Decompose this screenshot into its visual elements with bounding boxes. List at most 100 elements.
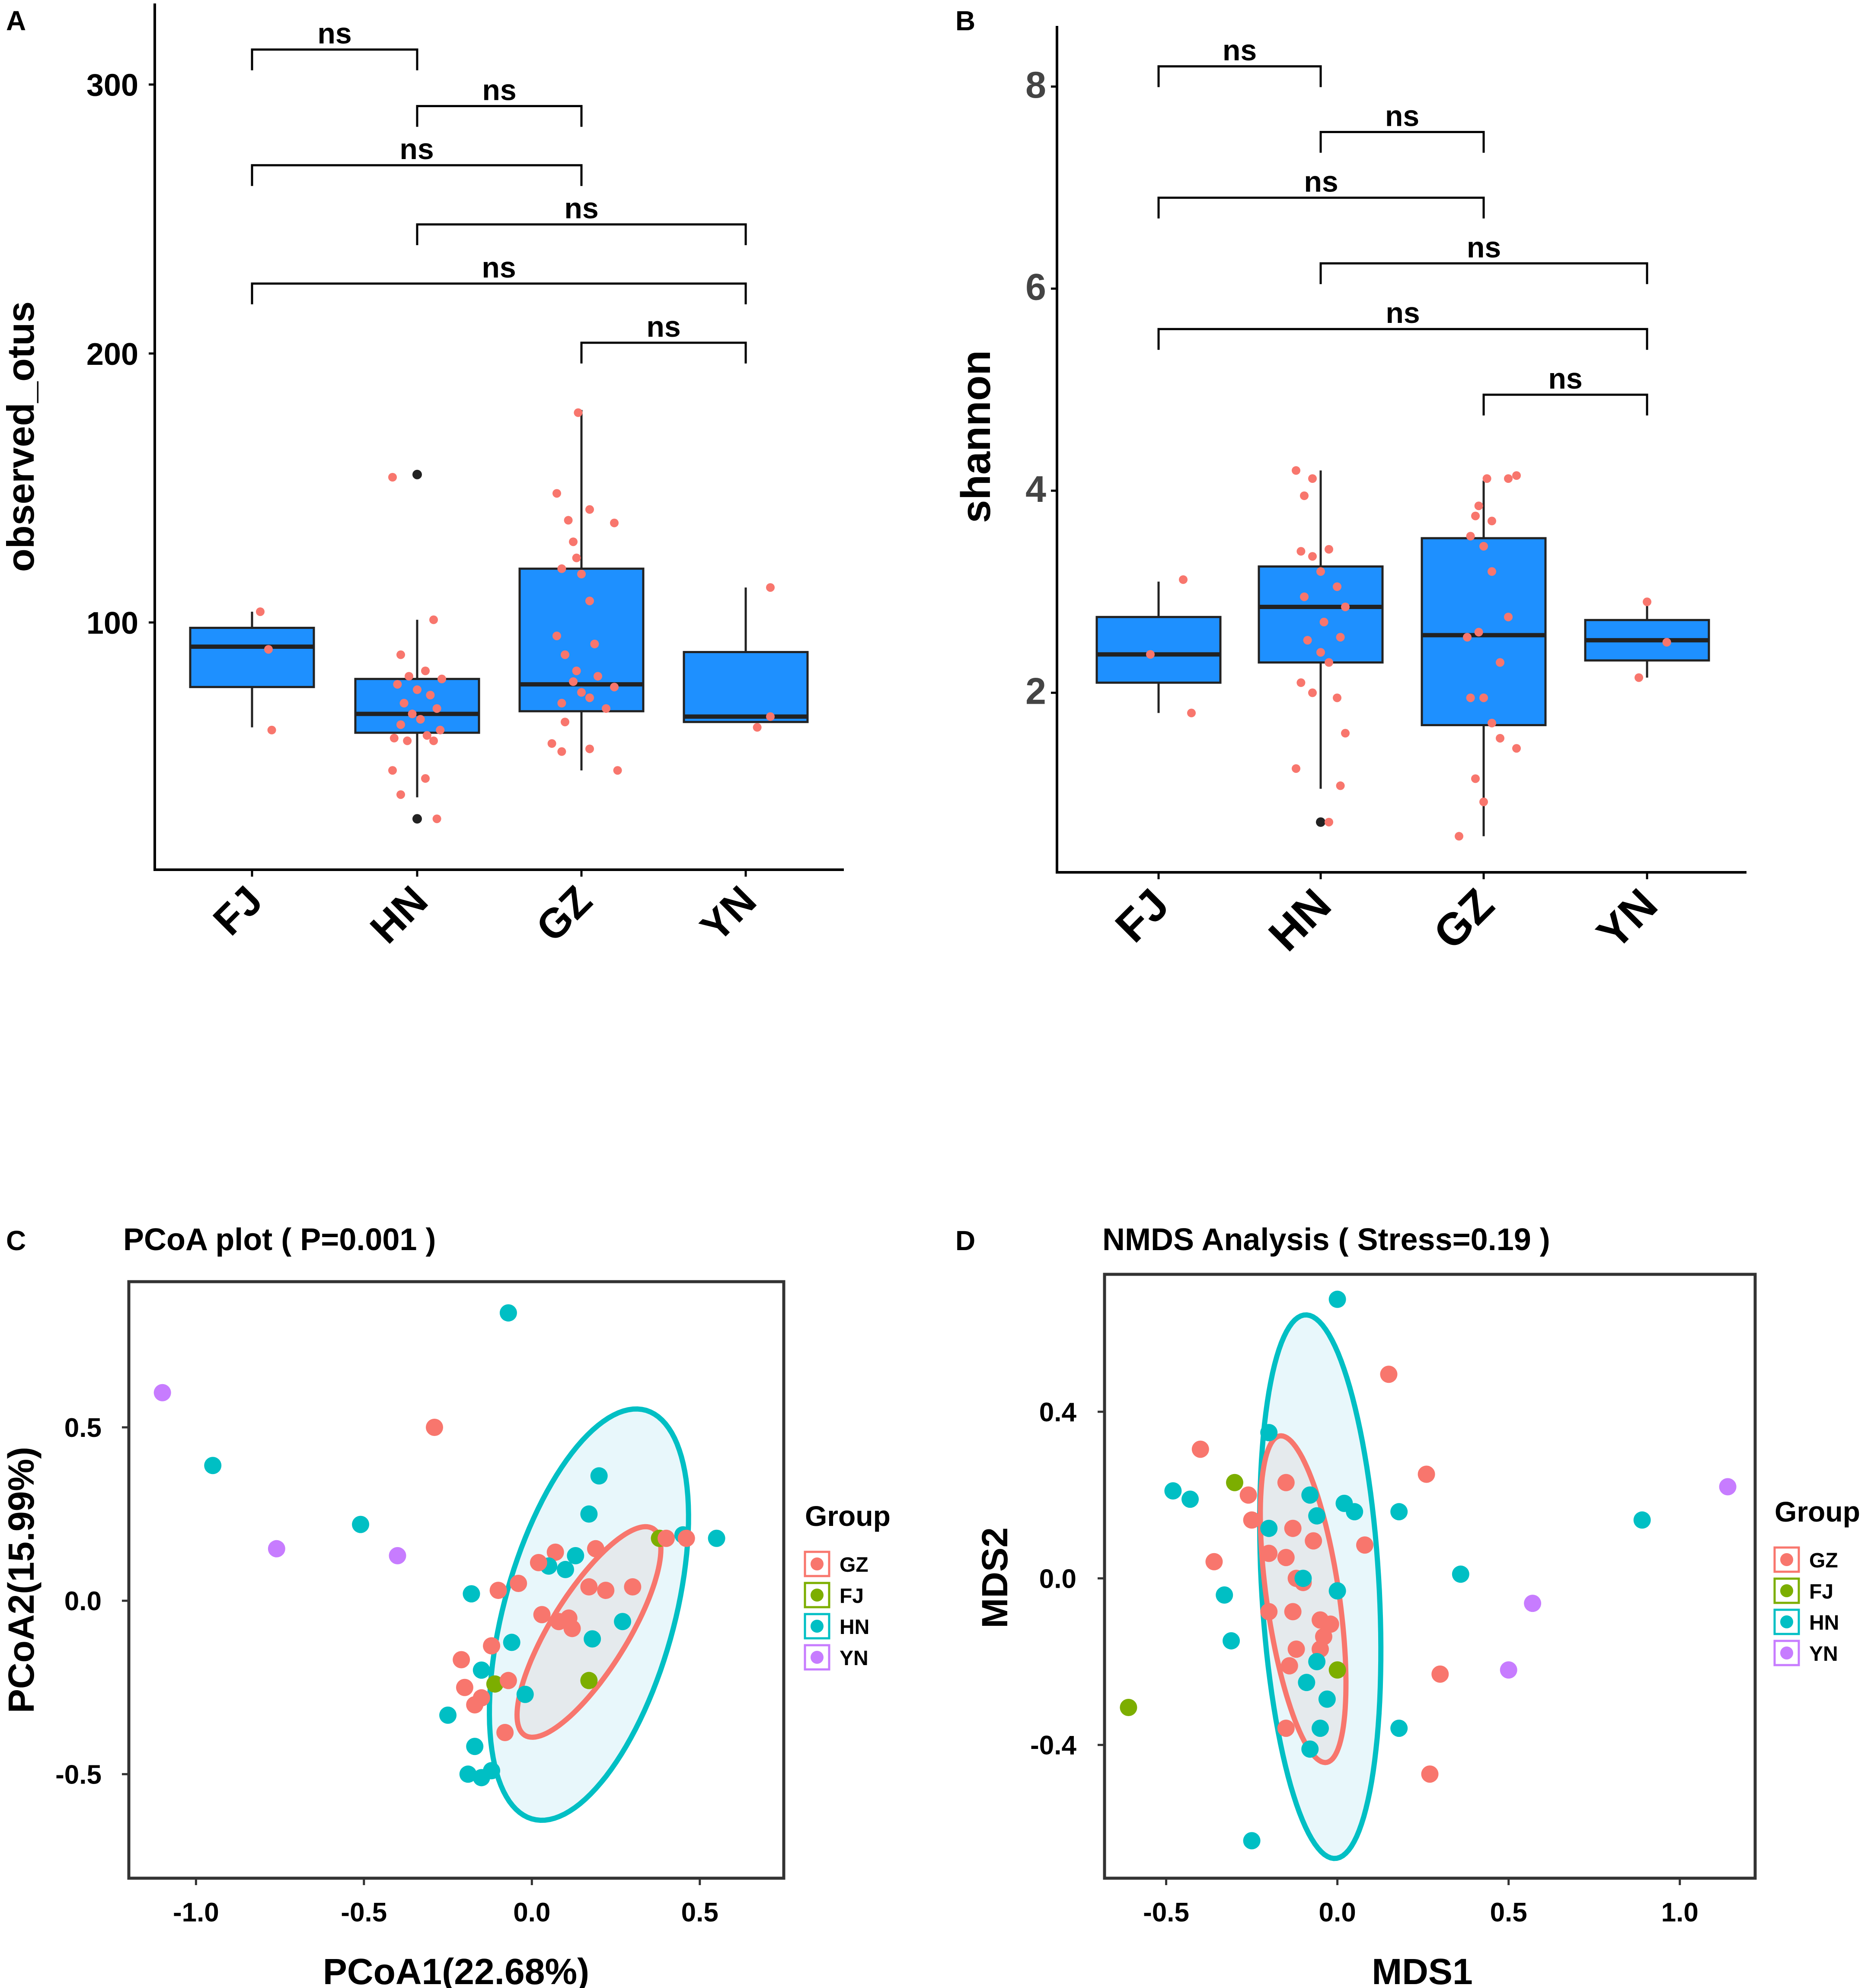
sample-point-HN — [567, 1547, 584, 1564]
sample-point-FJ — [1328, 1661, 1346, 1679]
jitter-point — [766, 712, 775, 721]
jitter-point — [429, 615, 438, 624]
significance-label: ns — [1548, 362, 1582, 395]
legend-item-FJ: FJ — [1773, 1577, 1833, 1604]
panel-c-y-label: PCoA2(15.99%) — [1, 1447, 42, 1713]
jitter-point — [590, 639, 599, 648]
legend-item-GZ: GZ — [804, 1551, 868, 1577]
sample-point-YN — [268, 1540, 285, 1557]
panel-b-letter: B — [955, 5, 975, 36]
sample-point-HN — [1633, 1511, 1651, 1529]
sample-point-HN — [1390, 1503, 1408, 1521]
jitter-point — [432, 814, 441, 823]
jitter-point — [585, 597, 594, 606]
sample-point-HN — [1301, 1740, 1319, 1758]
jitter-point — [436, 725, 445, 734]
sample-point-HN — [1216, 1586, 1233, 1604]
legend-swatch — [1780, 1647, 1793, 1659]
jitter-point — [1146, 650, 1155, 659]
sample-point-GZ — [658, 1529, 675, 1547]
sample-point-GZ — [489, 1582, 507, 1599]
sample-point-HN — [1164, 1482, 1182, 1500]
jitter-point — [388, 473, 397, 482]
jitter-point — [1474, 628, 1483, 637]
significance-bracket: ns — [580, 310, 747, 364]
y-tick-label: 8 — [1025, 64, 1046, 106]
legend-label: FJ — [1809, 1580, 1833, 1603]
sample-point-FJ — [1226, 1474, 1243, 1491]
jitter-point — [1325, 658, 1333, 667]
sample-point-GZ — [483, 1637, 501, 1655]
legend-label: FJ — [840, 1585, 864, 1608]
legend-swatch — [811, 1557, 824, 1570]
jitter-point — [572, 553, 581, 562]
panel-c-title: PCoA plot ( P=0.001 ) — [123, 1222, 436, 1257]
y-tick-label: 6 — [1025, 267, 1046, 308]
sample-point-HN — [1452, 1565, 1469, 1583]
legend-swatch — [1780, 1553, 1793, 1566]
jitter-point — [413, 685, 421, 694]
jitter-point — [1308, 552, 1317, 561]
legend-item-HN: HN — [1773, 1608, 1839, 1635]
sample-point-HN — [1318, 1690, 1336, 1708]
significance-label: ns — [482, 251, 516, 284]
sample-point-GZ — [456, 1678, 473, 1696]
x-tick-label: 0.0 — [1319, 1898, 1356, 1927]
box-YN — [1584, 600, 1710, 678]
jitter-point — [585, 744, 594, 753]
legend-label: GZ — [840, 1554, 868, 1576]
sample-point-GZ — [1191, 1440, 1209, 1458]
box-FJ — [189, 612, 315, 728]
jitter-point — [1296, 547, 1306, 556]
sample-point-HN — [1328, 1290, 1346, 1308]
x-tick-label: -0.5 — [341, 1898, 387, 1927]
sample-point-GZ — [1287, 1640, 1305, 1658]
jitter-point — [1488, 517, 1496, 526]
jitter-point — [1296, 678, 1306, 687]
jitter-point — [1303, 636, 1312, 645]
legend-label: HN — [1809, 1611, 1839, 1634]
x-tick-label: 0.5 — [681, 1898, 718, 1927]
jitter-point — [416, 715, 425, 724]
significance-label: ns — [1467, 231, 1501, 264]
panel-d-x-label: MDS1 — [1372, 1951, 1472, 1988]
jitter-point — [1187, 708, 1196, 718]
sample-point-GZ — [624, 1578, 642, 1596]
significance-label: ns — [317, 17, 351, 50]
significance-bracket: ns — [1157, 34, 1322, 87]
panel-c: C PCoA plot ( P=0.001 ) 0.5 0.0 -0.5 -1.0 -… — [1, 1222, 891, 1988]
significance-bracket: ns — [416, 192, 747, 246]
jitter-point — [1471, 774, 1480, 783]
panel-a-letter: A — [6, 5, 26, 36]
jitter-point — [1496, 734, 1504, 743]
jitter-point — [1479, 693, 1488, 702]
sample-point-HN — [1390, 1720, 1408, 1737]
sample-point-HN — [439, 1706, 457, 1724]
legend-swatch — [811, 1589, 824, 1602]
jitter-point — [426, 691, 435, 699]
jitter-point — [1482, 474, 1491, 483]
legend-item-FJ: FJ — [804, 1582, 864, 1608]
sample-point-YN — [1524, 1595, 1542, 1612]
legend-label: YN — [1809, 1643, 1838, 1666]
legend-title: Group — [1775, 1496, 1860, 1528]
panel-d-y-label: MDS2 — [974, 1527, 1015, 1628]
jitter-point — [1471, 511, 1480, 520]
y-tick-label: -0.4 — [1030, 1731, 1076, 1761]
jitter-point — [1336, 633, 1345, 642]
legend-label: GZ — [1809, 1549, 1838, 1572]
legend-title: Group — [805, 1500, 891, 1532]
jitter-point — [267, 725, 276, 734]
sample-point-GZ — [1305, 1532, 1322, 1550]
bracket-line — [580, 341, 747, 364]
sample-point-HN — [1328, 1582, 1346, 1600]
jitter-point — [1325, 817, 1333, 826]
jitter-point — [552, 632, 561, 641]
sample-point-GZ — [496, 1724, 514, 1742]
significance-bracket: ns — [1157, 165, 1485, 219]
box-YN — [683, 587, 809, 723]
sample-point-GZ — [1277, 1720, 1295, 1737]
sample-point-YN — [1719, 1478, 1737, 1496]
panel-d: D NMDS Analysis ( Stress=0.19 ) 0.4 0.0 -0… — [955, 1222, 1860, 1988]
